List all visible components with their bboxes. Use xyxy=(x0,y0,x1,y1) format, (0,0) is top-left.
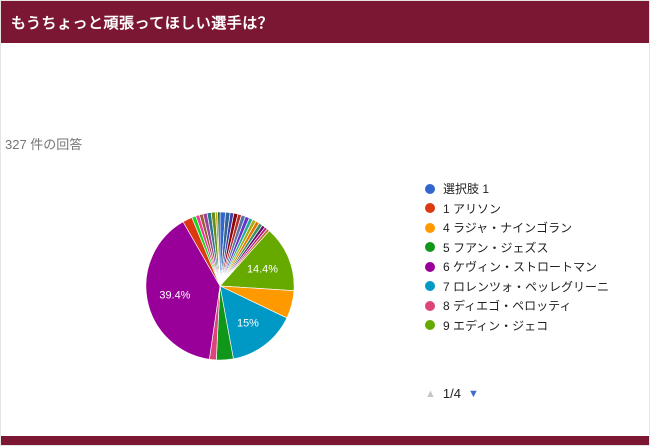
pie-chart: 14.4% 15% 39.4% xyxy=(144,210,296,362)
legend-swatch-icon xyxy=(425,183,435,194)
chart-legend: 選択肢 1 1 アリソン 4 ラジャ・ナインゴラン 5 フアン・ジェズス 6 ケヴィン・… xyxy=(425,179,609,335)
legend-item: 5 フアン・ジェズス xyxy=(425,238,609,258)
legend-item: 1 アリソン xyxy=(425,199,609,219)
form-header-bar: もうちょっと頑張ってほしい選手は？ xyxy=(1,1,649,43)
legend-label: 7 ロレンツォ・ペッレグリーニ xyxy=(443,279,610,294)
legend-pager: ▲ 1/4 ▼ xyxy=(425,386,479,401)
legend-swatch-icon xyxy=(425,320,435,331)
legend-swatch-icon xyxy=(425,222,435,233)
legend-swatch-icon xyxy=(425,242,435,253)
pie-slice-label: 14.4% xyxy=(247,263,278,275)
response-count: 327 件の回答 xyxy=(5,137,83,152)
legend-label: 9 エディン・ジェコ xyxy=(443,318,549,333)
legend-swatch-icon xyxy=(425,261,435,272)
legend-label: 8 ディエゴ・ペロッティ xyxy=(443,299,572,314)
legend-label: 選択肢 1 xyxy=(443,182,490,197)
legend-item: 選択肢 1 xyxy=(425,179,609,199)
legend-item: 7 ロレンツォ・ペッレグリーニ xyxy=(425,277,609,297)
pie-slice xyxy=(145,221,221,360)
pager-up-icon[interactable]: ▲ xyxy=(425,387,436,400)
pager-down-icon[interactable]: ▼ xyxy=(467,387,479,400)
legend-label: 5 フアン・ジェズス xyxy=(443,240,549,255)
pie-slice-label: 39.4% xyxy=(159,289,190,301)
footer-bar xyxy=(1,436,649,445)
legend-swatch-icon xyxy=(425,203,435,214)
pie-slice xyxy=(217,211,221,287)
legend-label: 4 ラジャ・ナインゴラン xyxy=(443,221,573,236)
pie-slice xyxy=(219,285,288,360)
legend-item: 6 ケヴィン・ストロートマン xyxy=(425,257,609,277)
legend-label: 1 アリソン xyxy=(443,201,502,216)
pie-slice-label: 15% xyxy=(237,317,259,329)
form-title: もうちょっと頑張ってほしい選手は？ xyxy=(11,14,274,32)
pie-slice xyxy=(219,230,295,292)
pager-position: 1/4 xyxy=(442,386,461,401)
legend-label: 6 ケヴィン・ストロートマン xyxy=(443,260,598,275)
pie-chart-svg: 14.4% 15% 39.4% xyxy=(145,211,295,361)
legend-swatch-icon xyxy=(425,300,435,311)
legend-swatch-icon xyxy=(425,281,435,292)
legend-item: 8 ディエゴ・ペロッティ xyxy=(425,296,609,316)
legend-item: 9 エディン・ジェコ xyxy=(425,316,609,336)
legend-item: 4 ラジャ・ナインゴラン xyxy=(425,218,609,238)
